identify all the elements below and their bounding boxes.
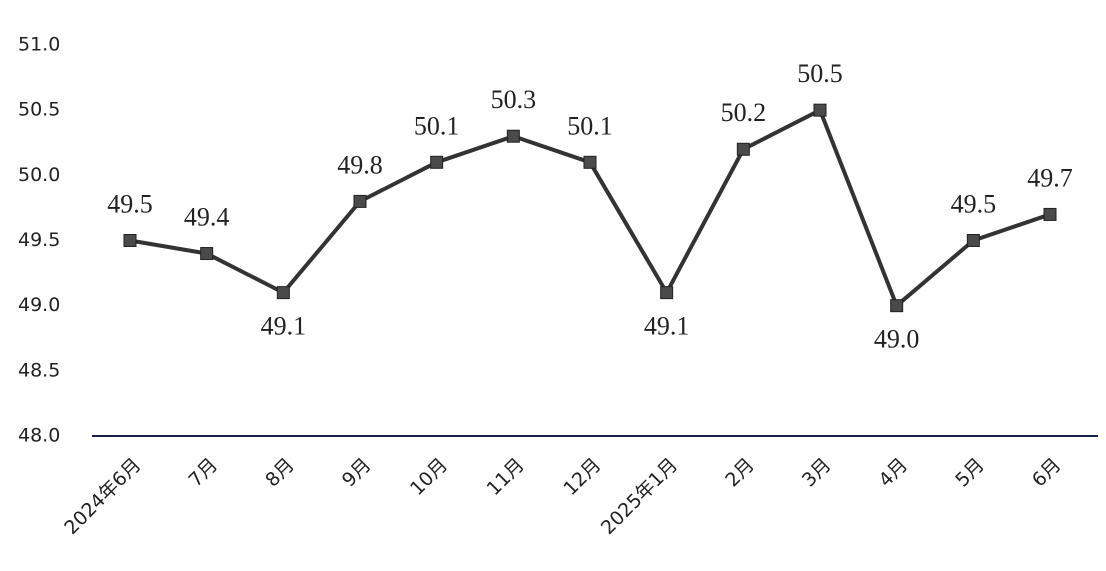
data-label: 50.1 — [414, 111, 460, 140]
y-tick-label: 48.5 — [18, 359, 60, 381]
x-tick-label: 3月 — [798, 454, 836, 492]
marker — [736, 142, 750, 156]
data-label: 50.3 — [491, 85, 537, 114]
data-label: 49.4 — [184, 203, 230, 232]
data-label: 49.1 — [644, 312, 690, 341]
data-label: 49.1 — [261, 312, 307, 341]
data-label: 49.8 — [337, 150, 383, 179]
y-tick-label: 50.5 — [18, 99, 60, 121]
x-tick-label: 2024年6月 — [60, 454, 145, 539]
x-tick-label: 2月 — [721, 454, 759, 492]
y-tick-label: 49.0 — [18, 294, 60, 316]
y-tick-label: 49.5 — [18, 229, 60, 251]
x-tick-label: 12月 — [559, 454, 605, 500]
data-label: 50.2 — [721, 98, 767, 127]
data-label: 50.1 — [567, 111, 613, 140]
data-label: 49.5 — [107, 189, 153, 218]
marker — [200, 247, 214, 261]
x-tick-label: 9月 — [338, 454, 376, 492]
marker — [506, 129, 520, 143]
marker — [123, 234, 137, 247]
marker — [583, 155, 597, 169]
marker — [1043, 207, 1057, 221]
x-tick-label: 8月 — [261, 454, 299, 492]
x-tick-label: 5月 — [951, 454, 989, 492]
x-tick-label: 4月 — [875, 454, 913, 492]
marker — [430, 155, 444, 169]
data-label: 49.0 — [874, 325, 920, 354]
marker — [890, 299, 904, 313]
marker — [353, 194, 367, 208]
marker — [966, 234, 980, 247]
x-tick-label: 11月 — [483, 454, 529, 500]
marker — [660, 286, 674, 300]
x-tick-label: 2025年1月 — [597, 454, 682, 539]
data-label: 49.7 — [1027, 163, 1073, 192]
y-tick-label: 51.0 — [18, 34, 60, 56]
x-tick-label: 10月 — [406, 454, 452, 500]
y-tick-label: 50.0 — [18, 164, 60, 186]
marker — [276, 286, 290, 300]
marker — [813, 103, 827, 117]
data-label: 50.5 — [797, 59, 843, 88]
y-tick-label: 48.0 — [18, 425, 60, 447]
x-tick-label: 6月 — [1028, 454, 1066, 492]
data-label: 49.5 — [951, 189, 997, 218]
x-tick-label: 7月 — [185, 454, 223, 492]
